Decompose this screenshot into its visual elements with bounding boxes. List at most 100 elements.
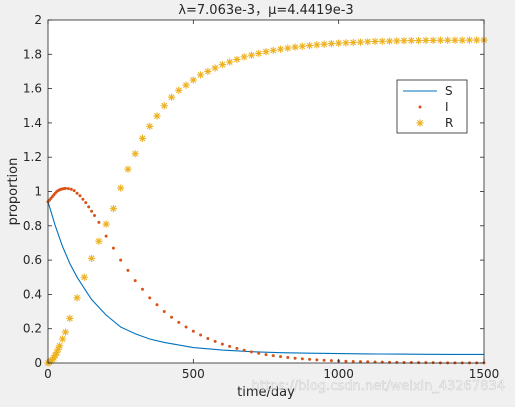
i-point	[177, 320, 181, 324]
r-point	[320, 40, 328, 48]
r-point	[465, 36, 474, 44]
r-point	[218, 60, 226, 69]
r-point	[117, 184, 125, 192]
i-point	[184, 325, 188, 329]
r-point	[400, 37, 408, 45]
r-point	[451, 36, 459, 44]
i-point	[90, 209, 94, 213]
r-point	[349, 38, 357, 47]
i-point	[199, 333, 203, 337]
i-point	[133, 279, 137, 283]
i-point	[300, 357, 304, 361]
r-point	[262, 48, 270, 56]
r-point	[204, 67, 212, 76]
x-axis-ticks: 0 500 1000 1500	[44, 20, 499, 381]
r-point	[124, 165, 132, 173]
x-axis-label: time/day	[237, 385, 295, 400]
i-point	[249, 350, 253, 354]
i-point	[75, 191, 79, 195]
r-point	[160, 102, 168, 110]
r-point	[197, 71, 205, 79]
r-point	[422, 36, 430, 45]
r-point	[233, 55, 241, 64]
i-point	[329, 359, 333, 363]
i-point	[366, 360, 370, 364]
i-point	[72, 189, 76, 193]
y-tick-label: 0.6	[23, 253, 42, 267]
i-point	[402, 360, 406, 364]
y-tick-label: 0.4	[23, 287, 42, 301]
i-point	[148, 296, 152, 300]
y-tick-label: 2	[34, 13, 42, 27]
i-point	[279, 355, 283, 359]
chart-marks	[44, 36, 488, 367]
y-tick-label: 1.8	[23, 47, 42, 61]
i-point	[257, 351, 261, 355]
legend-dot-icon	[418, 105, 422, 109]
plot-area	[48, 20, 484, 363]
r-point	[407, 36, 415, 45]
legend-label: R	[445, 116, 453, 130]
r-point	[269, 46, 277, 54]
legend-item-r: R	[416, 116, 453, 130]
i-point	[235, 346, 239, 350]
r-point	[473, 36, 481, 44]
r-point	[138, 134, 147, 142]
watermark: https://blog.csdn.net/weixin_43267834	[251, 379, 505, 394]
y-tick-label: 1.2	[23, 150, 42, 164]
i-point	[286, 356, 290, 360]
r-point	[189, 76, 197, 84]
i-point	[63, 186, 67, 190]
i-point	[78, 194, 82, 198]
r-point	[80, 273, 88, 281]
y-tick-label: 1.4	[23, 116, 42, 130]
i-point	[213, 339, 217, 343]
i-point	[119, 258, 123, 262]
i-point	[66, 187, 70, 191]
i-point	[87, 205, 91, 209]
i-point	[111, 246, 115, 250]
r-point	[109, 205, 117, 213]
r-point	[306, 41, 314, 50]
legend-label: I	[445, 100, 449, 114]
i-point	[206, 336, 210, 340]
r-point	[182, 81, 190, 89]
i-point	[84, 201, 88, 205]
i-point	[81, 197, 85, 201]
r-point	[313, 41, 321, 49]
i-point	[97, 220, 101, 224]
i-point	[170, 315, 174, 319]
i-point	[308, 357, 312, 361]
legend-box	[396, 79, 468, 134]
r-point	[416, 119, 424, 127]
series-r	[44, 36, 488, 367]
legend-item-i: I	[418, 100, 449, 114]
i-point	[162, 310, 166, 314]
r-point	[371, 37, 379, 46]
r-point	[146, 122, 154, 130]
i-point	[322, 358, 326, 362]
r-point	[66, 314, 74, 323]
r-point	[385, 37, 394, 45]
i-point	[140, 287, 144, 291]
r-point	[291, 43, 299, 51]
y-axis-label: proportion	[6, 158, 21, 226]
y-axis-ticks: 0 0.2 0.4 0.6 0.8 1 1.2 1.4 1.6 1.8 2	[23, 13, 484, 370]
r-point	[153, 112, 161, 120]
i-point	[271, 354, 275, 358]
r-point	[284, 44, 292, 52]
r-point	[255, 49, 263, 58]
y-tick-label: 0.2	[23, 322, 42, 336]
i-point	[358, 360, 362, 364]
i-point	[264, 353, 268, 357]
r-point	[276, 45, 285, 53]
y-tick-label: 0.8	[23, 219, 42, 233]
i-point	[409, 360, 413, 364]
i-point	[191, 329, 195, 333]
i-point	[351, 359, 355, 363]
r-point	[298, 42, 306, 50]
r-point	[378, 37, 386, 45]
i-point	[93, 214, 97, 218]
series-s	[47, 201, 484, 355]
